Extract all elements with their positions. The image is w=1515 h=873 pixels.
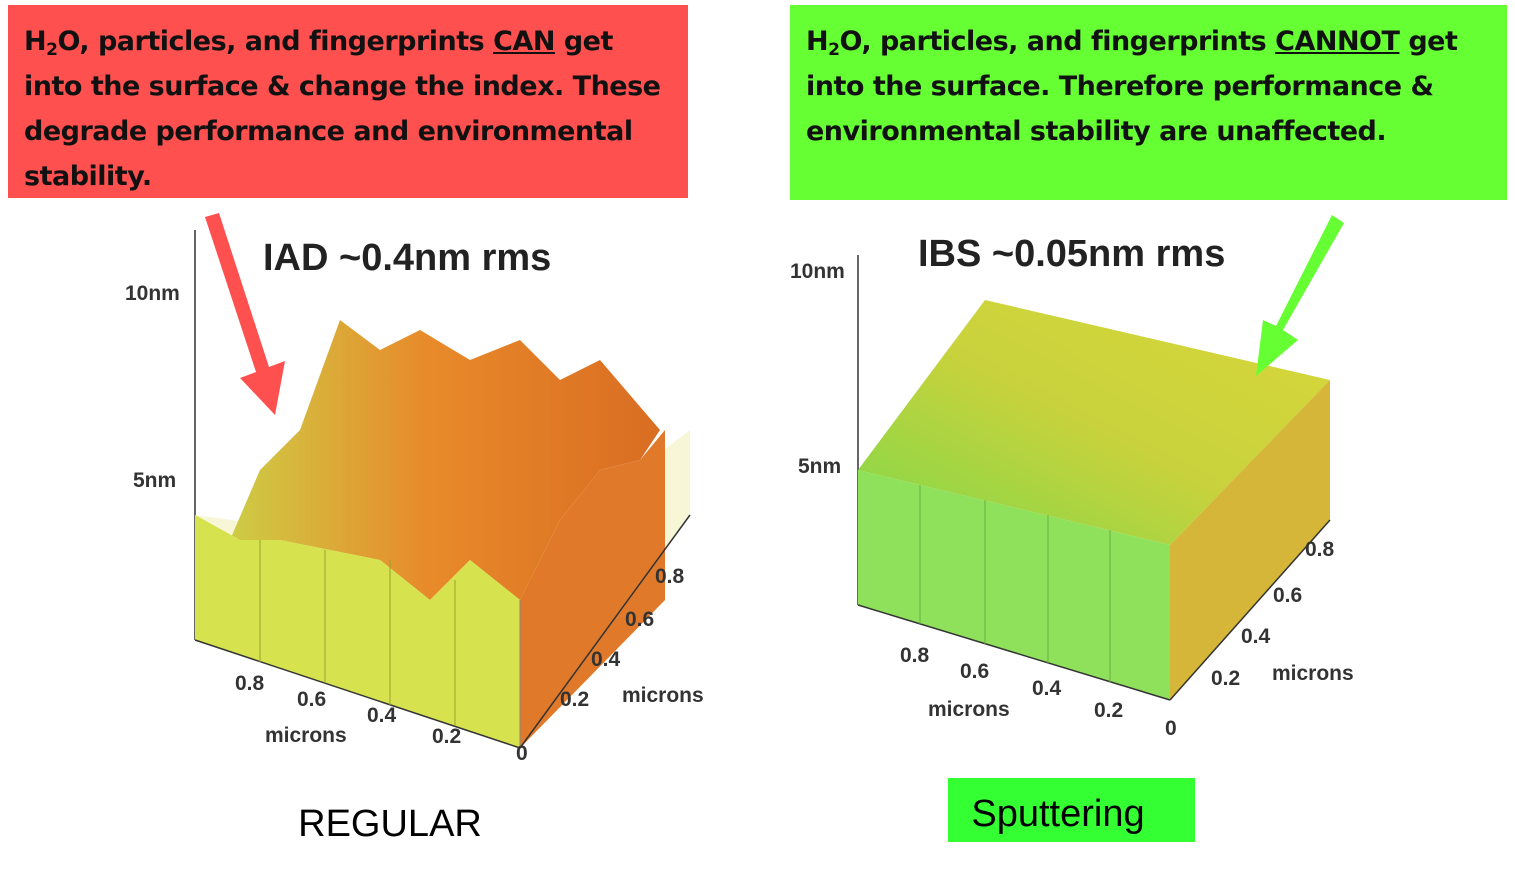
axis-label: 0.6 (625, 608, 654, 631)
text: get into the surface. Therefore performa… (806, 26, 1467, 147)
caption: REGULAR (298, 803, 482, 845)
text: 2 (828, 40, 840, 60)
z-label: 10nm (790, 260, 845, 283)
arrow (1256, 215, 1344, 376)
axis-label: 0.4 (1032, 677, 1062, 700)
axis-label: 0.4 (591, 648, 621, 671)
figure-title: IBS ~0.05nm rms (918, 233, 1225, 275)
text: get into the surface & change the index.… (24, 26, 670, 192)
axis-title: microns (265, 724, 347, 747)
axis-label: 0.2 (1094, 699, 1123, 722)
z-label: 10nm (125, 282, 180, 305)
emphasis: CANNOT (1275, 26, 1400, 57)
axis-label: 0.2 (1211, 667, 1240, 690)
right-callout: H2O, particles, and fingerprints CANNOT … (790, 5, 1507, 200)
axis-title: microns (1272, 662, 1354, 685)
axis-label: 0.8 (655, 565, 685, 588)
left-callout: H2O, particles, and fingerprints CAN get… (8, 5, 688, 198)
axis-title: microns (928, 698, 1010, 721)
iad-surface (194, 230, 691, 749)
axis-label: 0.8 (235, 672, 265, 695)
axis-label: 0 (1165, 717, 1177, 740)
text: O, particles, and fingerprints (57, 26, 494, 57)
axis-title: microns (622, 684, 704, 707)
axis-label: 0.6 (1273, 584, 1302, 607)
axis-label: 0.8 (1305, 538, 1335, 561)
figure-title: IAD ~0.4nm rms (263, 237, 551, 279)
axis-label: 0.2 (432, 725, 461, 748)
text: H (24, 26, 47, 57)
z-label: 5nm (133, 469, 176, 492)
z-label: 5nm (798, 455, 841, 478)
axis-label: 0.6 (297, 688, 326, 711)
axis-label: 0.4 (367, 704, 397, 727)
caption: Sputtering (971, 793, 1144, 835)
arrow (205, 213, 285, 415)
ibs-surface (857, 255, 1331, 701)
axis-label: 0.6 (960, 660, 989, 683)
text: H (806, 26, 829, 57)
emphasis: CAN (493, 26, 555, 57)
axis-label: 0 (516, 742, 528, 765)
axis-label: 0.2 (560, 688, 589, 711)
axis-label: 0.8 (900, 644, 930, 667)
caption-box (948, 778, 1195, 842)
text: 2 (46, 40, 58, 60)
axis-label: 0.4 (1241, 625, 1271, 648)
text: O, particles, and fingerprints (839, 26, 1276, 57)
